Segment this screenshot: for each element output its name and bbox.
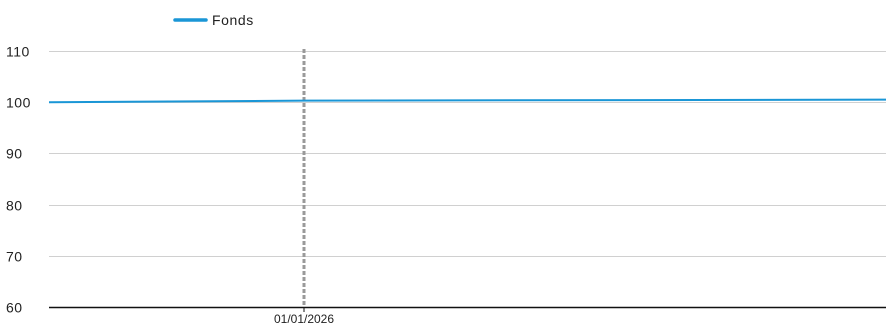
- y-tick-label: 60: [6, 300, 23, 316]
- y-tick-label: 100: [6, 95, 31, 111]
- legend-label-fonds: Fonds: [212, 12, 254, 28]
- y-tick-label: 70: [6, 249, 23, 265]
- x-axis-ticks: 01/01/2026: [274, 307, 334, 326]
- y-tick-label: 90: [6, 146, 23, 162]
- series-lines: [48, 98, 886, 104]
- y-tick-label: 110: [6, 44, 30, 60]
- y-axis-ticks: 60 70 80 90 100 110: [6, 44, 31, 316]
- y-tick-label: 80: [6, 198, 23, 214]
- x-tick-label: 01/01/2026: [274, 312, 334, 326]
- gridlines: [49, 51, 886, 257]
- series-line-fonds: [48, 98, 886, 104]
- legend[interactable]: Fonds: [173, 12, 254, 28]
